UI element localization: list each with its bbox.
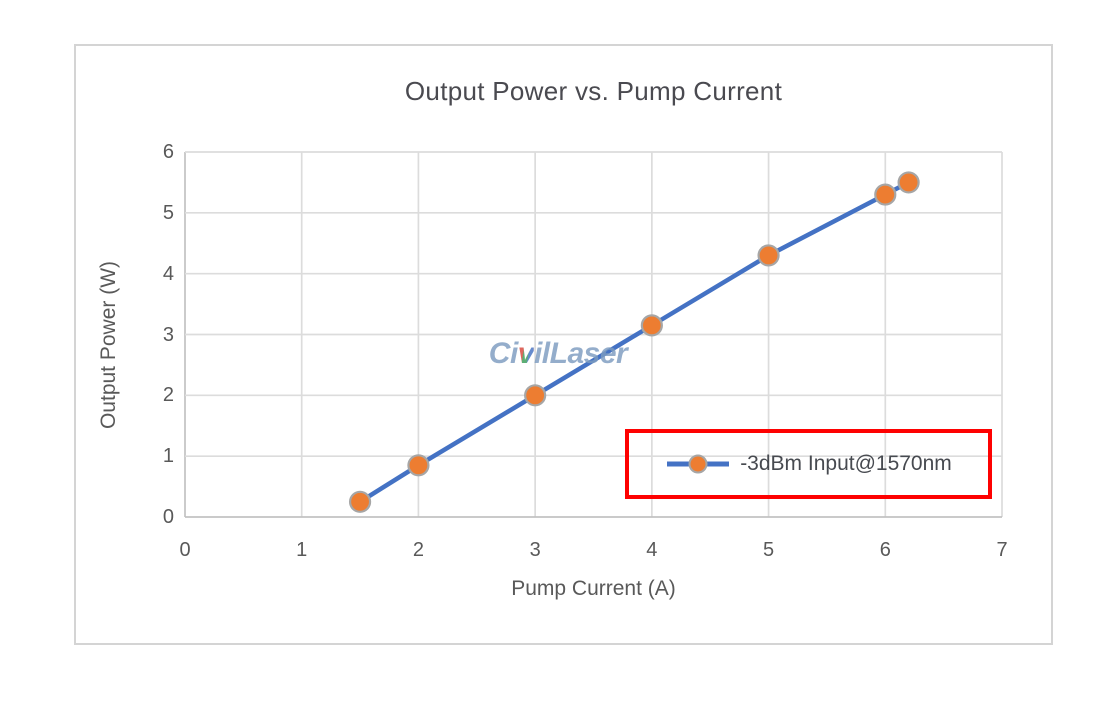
y-tick-label: 1 (162, 445, 174, 468)
x-tick-label: 1 (296, 539, 308, 561)
x-tick-label: 4 (646, 539, 658, 561)
watermark-text: Ci (488, 337, 519, 370)
data-point-marker (407, 454, 430, 477)
chart-title: Output Power vs. Pump Current (404, 76, 783, 106)
y-tick-label: 5 (162, 201, 174, 224)
legend-series-label: -3dBm Input@1570nm (740, 452, 952, 475)
legend-highlight-box: -3dBm Input@1570nm (625, 429, 992, 499)
x-tick-label: 5 (763, 539, 775, 561)
y-tick-label: 0 (162, 506, 174, 528)
x-tick-label: 3 (529, 539, 541, 561)
x-tick-label: 7 (996, 539, 1008, 561)
y-tick-label: 2 (162, 384, 174, 407)
watermark-text: v (517, 337, 535, 370)
civillaser-watermark: CivilLaser (488, 337, 628, 371)
data-point-marker (874, 183, 897, 206)
x-tick-label: 6 (879, 539, 891, 561)
y-tick-label: 4 (162, 262, 174, 285)
x-axis-title: Pump Current (A) (511, 577, 676, 600)
x-tick-label: 0 (179, 539, 191, 561)
data-point-marker (524, 384, 547, 407)
data-point-marker (897, 171, 920, 194)
y-tick-label: 6 (162, 141, 174, 163)
data-point-marker (640, 314, 663, 337)
plot-area (184, 151, 1003, 518)
data-point-marker (348, 490, 372, 513)
y-tick-label: 3 (162, 323, 174, 346)
legend-marker (688, 454, 708, 474)
watermark-text: ilLaser (533, 337, 628, 370)
x-tick-label: 2 (412, 539, 424, 561)
data-point-marker (757, 244, 780, 267)
legend-series-marker-icon (667, 454, 730, 474)
chart-container: Output Power vs. Pump Current Output Pow… (74, 44, 1053, 645)
